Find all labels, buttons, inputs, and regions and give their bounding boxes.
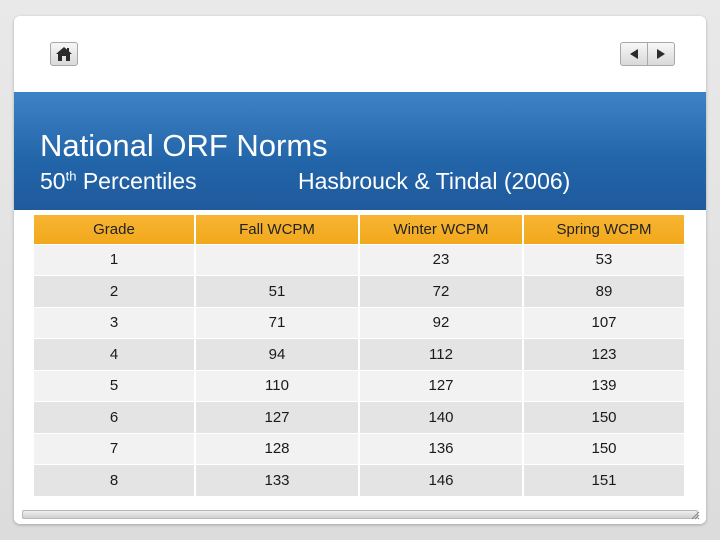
- table-cell: 5: [34, 370, 196, 402]
- table-row: 3 71 92 107: [34, 307, 686, 339]
- table-cell: 127: [196, 402, 360, 434]
- column-header: Winter WCPM: [360, 213, 524, 245]
- table-cell: 112: [360, 339, 524, 371]
- table-row: 5 110 127 139: [34, 370, 686, 402]
- table-cell: 133: [196, 465, 360, 497]
- table-cell: 53: [524, 244, 686, 276]
- previous-slide-button[interactable]: [620, 42, 648, 66]
- next-slide-button[interactable]: [647, 42, 675, 66]
- subtitle-ordinal-suffix: th: [65, 168, 77, 184]
- table-cell: 123: [524, 339, 686, 371]
- slide-title: National ORF Norms: [40, 128, 328, 163]
- table-cell: 94: [196, 339, 360, 371]
- table-cell: 6: [34, 402, 196, 434]
- table-cell: 8: [34, 465, 196, 497]
- table-cell: 3: [34, 307, 196, 339]
- home-icon: [56, 47, 72, 61]
- table-cell: 7: [34, 433, 196, 465]
- bottom-scrollbar[interactable]: [22, 510, 698, 519]
- table-row: 6 127 140 150: [34, 402, 686, 434]
- table-cell: 127: [360, 370, 524, 402]
- slide-subtitle: 50th Percentiles: [40, 168, 197, 195]
- table-cell: 107: [524, 307, 686, 339]
- table-cell: 72: [360, 276, 524, 308]
- table-cell: 4: [34, 339, 196, 371]
- header-band: [14, 92, 706, 210]
- table-cell: 51: [196, 276, 360, 308]
- table-row: 1 23 53: [34, 244, 686, 276]
- home-button[interactable]: [50, 42, 78, 66]
- table-cell: 128: [196, 433, 360, 465]
- table-cell: 110: [196, 370, 360, 402]
- table-row: 8 133 146 151: [34, 465, 686, 497]
- table-cell: 71: [196, 307, 360, 339]
- table-header-row: Grade Fall WCPM Winter WCPM Spring WCPM: [34, 213, 686, 245]
- table-row: 4 94 112 123: [34, 339, 686, 371]
- orf-norms-table: Grade Fall WCPM Winter WCPM Spring WCPM …: [34, 213, 686, 497]
- table-row: 2 51 72 89: [34, 276, 686, 308]
- subtitle-text: Percentiles: [76, 168, 197, 194]
- table-cell: 2: [34, 276, 196, 308]
- column-header: Fall WCPM: [196, 213, 360, 245]
- table-cell: 92: [360, 307, 524, 339]
- table-cell: 151: [524, 465, 686, 497]
- table-cell: 139: [524, 370, 686, 402]
- resize-grip-icon[interactable]: [690, 510, 700, 520]
- slide-citation: Hasbrouck & Tindal (2006): [298, 168, 571, 194]
- table-cell: 150: [524, 433, 686, 465]
- table-cell: [196, 244, 360, 276]
- column-header: Grade: [34, 213, 196, 245]
- table-cell: 140: [360, 402, 524, 434]
- table-cell: 23: [360, 244, 524, 276]
- triangle-right-icon: [657, 49, 665, 59]
- column-header: Spring WCPM: [524, 213, 686, 245]
- table-cell: 1: [34, 244, 196, 276]
- subtitle-number: 50: [40, 168, 66, 194]
- triangle-left-icon: [630, 49, 638, 59]
- table-cell: 150: [524, 402, 686, 434]
- table-cell: 136: [360, 433, 524, 465]
- table-row: 7 128 136 150: [34, 433, 686, 465]
- table-cell: 146: [360, 465, 524, 497]
- table-cell: 89: [524, 276, 686, 308]
